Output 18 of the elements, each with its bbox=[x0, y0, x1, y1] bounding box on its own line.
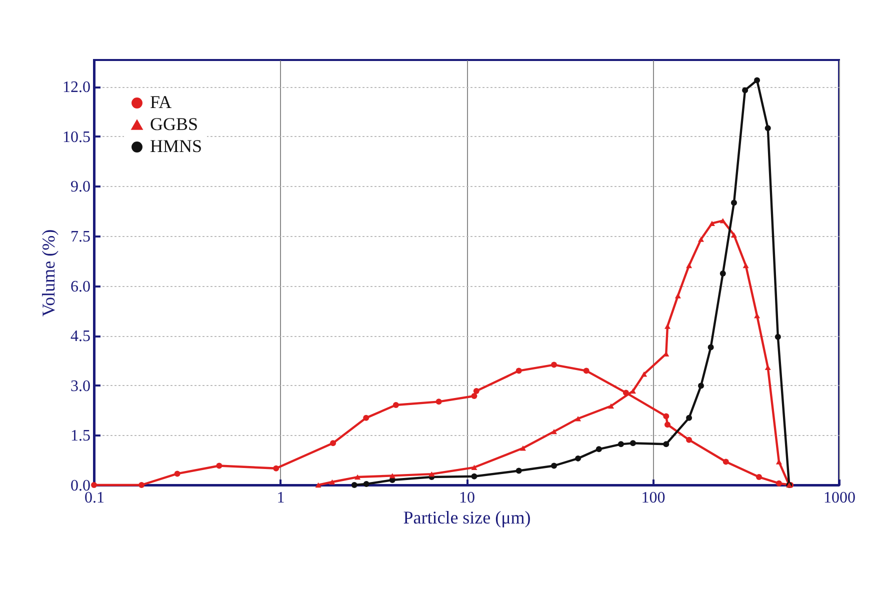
y-tick-label: 6.0 bbox=[70, 278, 90, 296]
y-tick-label: 12.0 bbox=[62, 79, 90, 96]
x-axis-title: Particle size (μm) bbox=[403, 508, 531, 528]
y-tick-label: 3.0 bbox=[70, 378, 90, 395]
x-tick-label: 1000 bbox=[824, 490, 856, 506]
y-tick-label: 4.5 bbox=[70, 328, 90, 346]
y-tick-label: 7.5 bbox=[70, 228, 90, 246]
legend-label: FA bbox=[150, 92, 172, 112]
legend-label: GGBS bbox=[150, 114, 198, 134]
y-tick-label: 1.5 bbox=[70, 428, 90, 445]
x-tick-label: 10 bbox=[459, 490, 475, 506]
y-axis-title: Volume (%) bbox=[38, 229, 58, 317]
y-tick-label: 10.5 bbox=[62, 128, 90, 146]
y-tick-label: 9.0 bbox=[70, 178, 90, 196]
legend-label: HMNS bbox=[150, 136, 202, 156]
x-tick-label: 0.1 bbox=[84, 490, 104, 506]
x-tick-label: 100 bbox=[641, 490, 666, 506]
x-tick-label: 1 bbox=[276, 490, 285, 506]
